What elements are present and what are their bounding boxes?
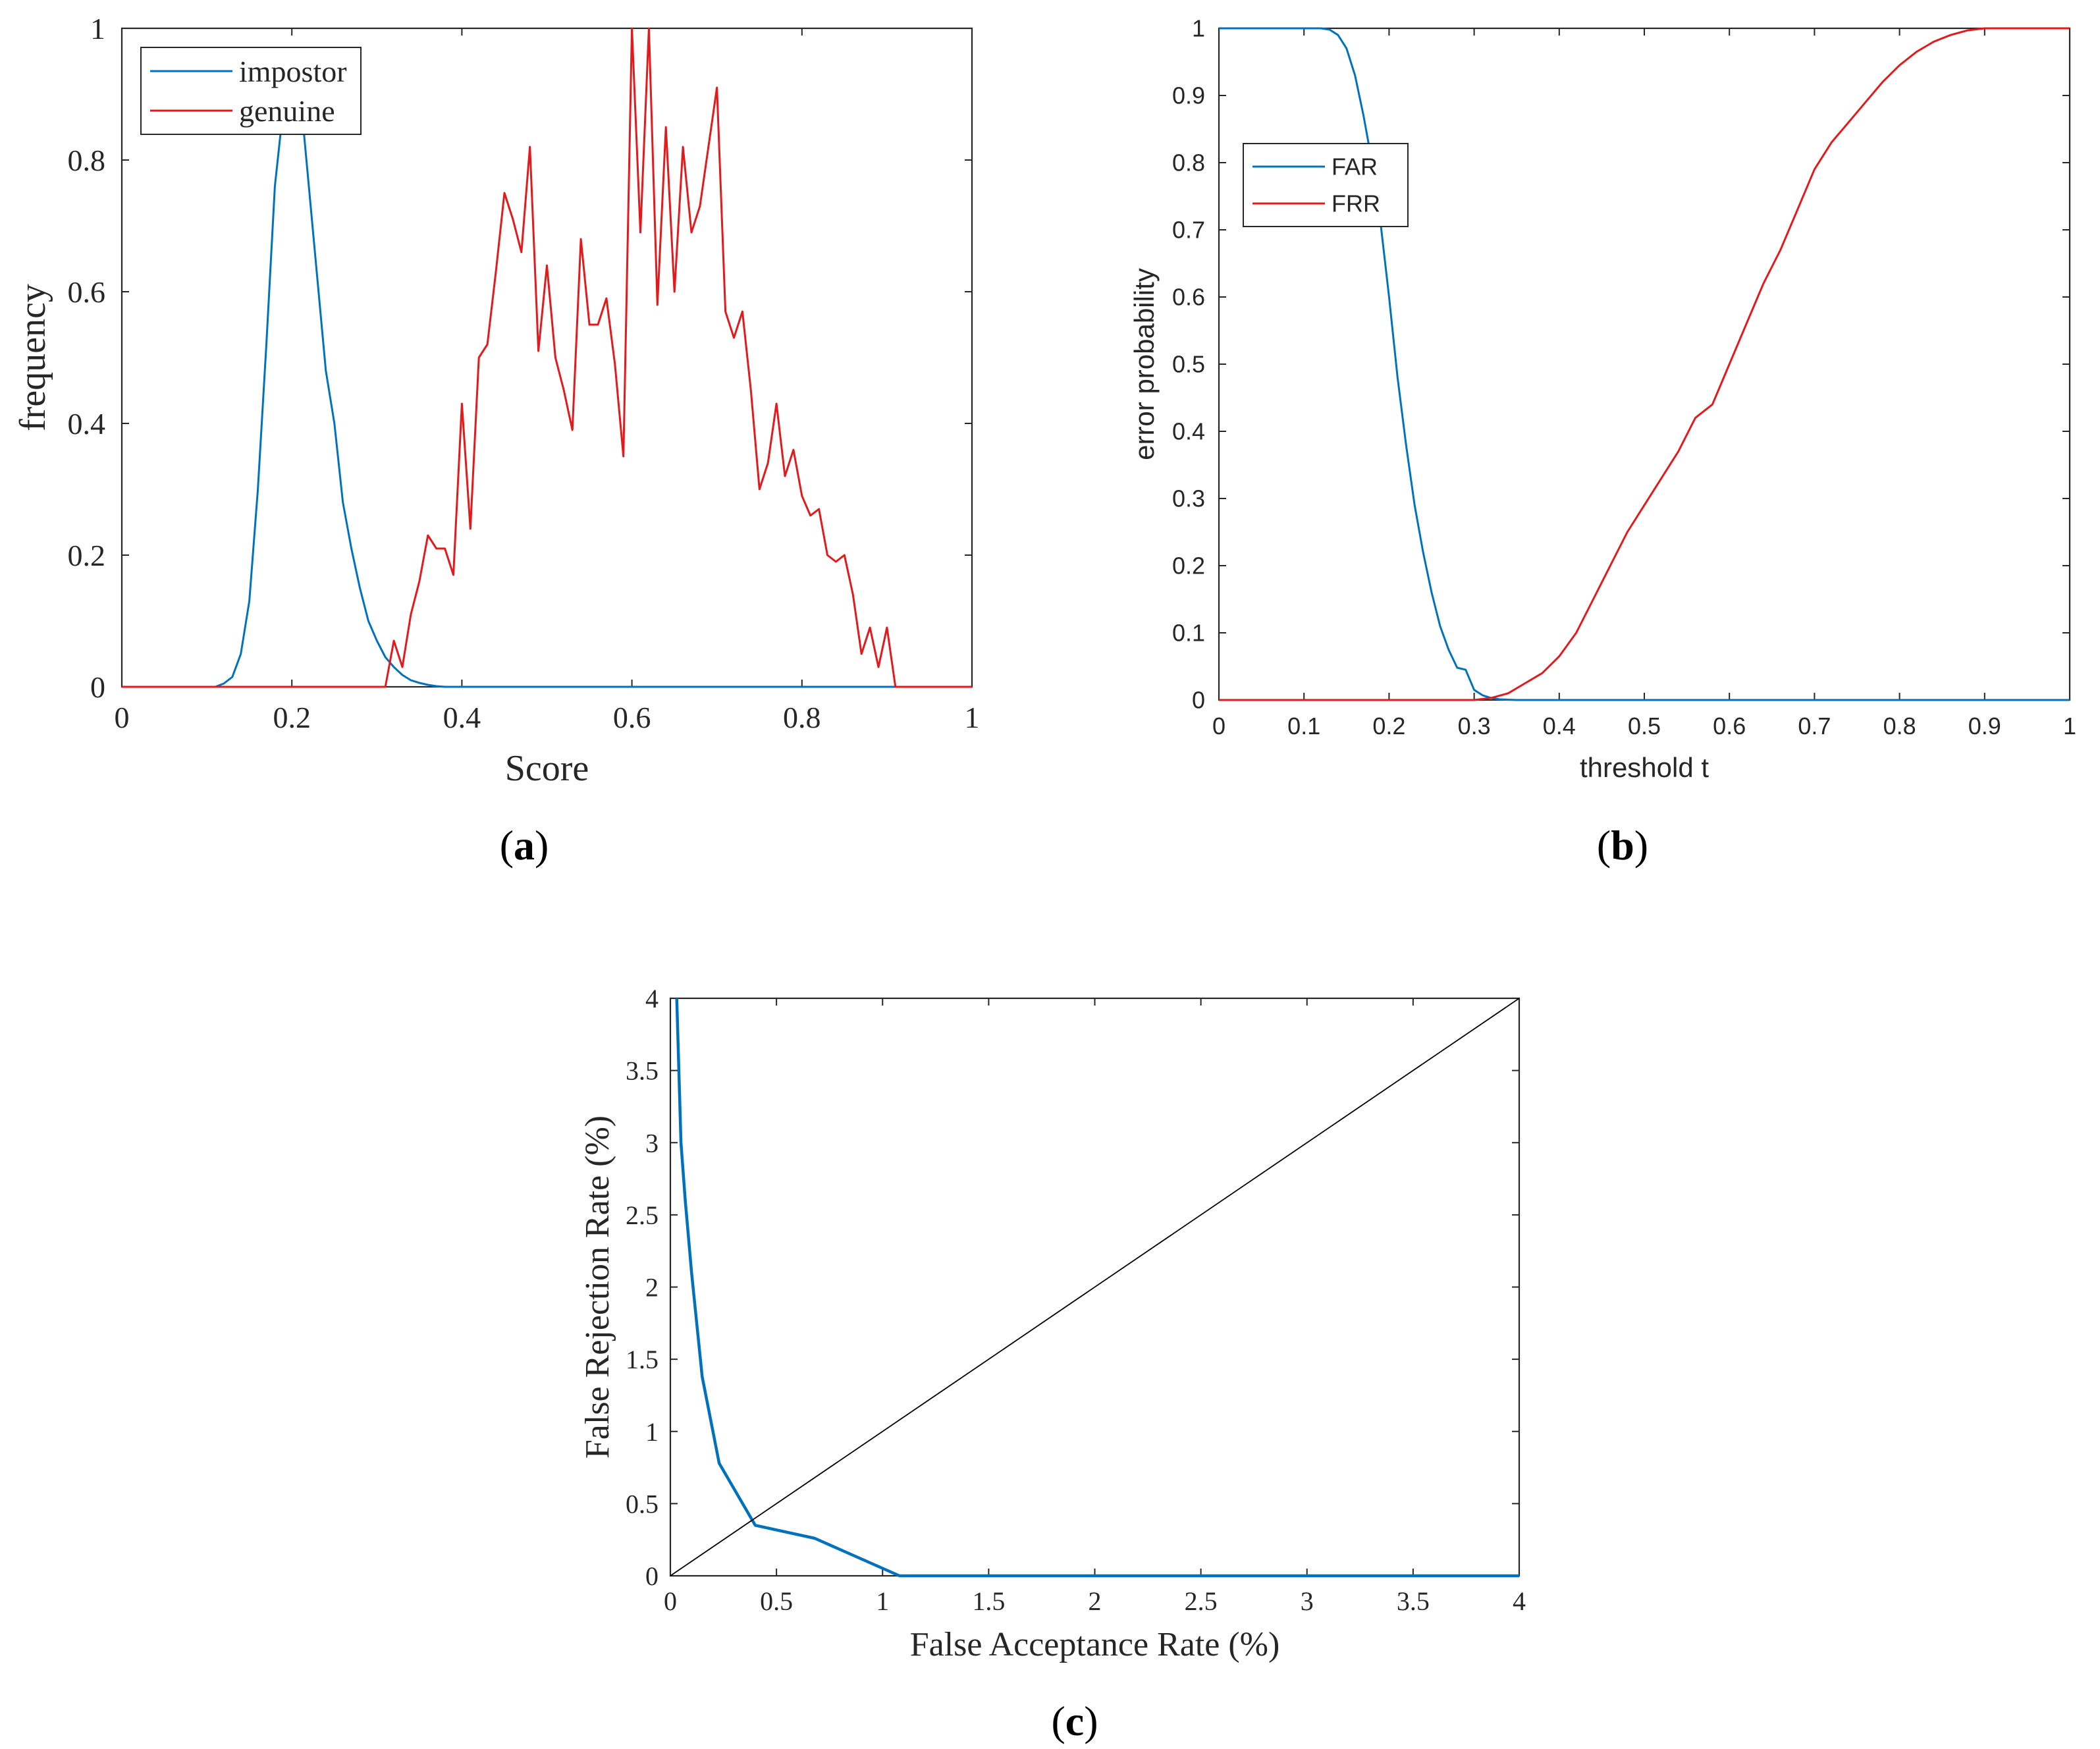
y-tick-label: 0 <box>90 670 105 704</box>
y-tick-label: 2 <box>645 1273 659 1303</box>
x-tick-label: 0.6 <box>613 701 651 734</box>
y-tick-label: 0 <box>1192 687 1205 714</box>
y-tick-label: 0.8 <box>1172 149 1205 176</box>
caption-letter: c <box>1065 1698 1084 1744</box>
x-tick-label: 4 <box>1513 1586 1526 1616</box>
x-tick-label: 2.5 <box>1185 1586 1218 1616</box>
x-tick-label: 0.4 <box>443 701 481 734</box>
x-tick-label: 0.9 <box>1968 713 2001 740</box>
y-tick-label: 0.6 <box>68 275 106 309</box>
panel-caption: (c) <box>1051 1698 1098 1744</box>
legend-label-genuine: genuine <box>239 94 335 128</box>
series-line-impostor <box>122 80 972 688</box>
y-axis-label: False Rejection Rate (%) <box>579 1116 616 1459</box>
x-axis-label: Score <box>505 748 589 789</box>
legend-label-frr: FRR <box>1332 190 1380 217</box>
y-tick-label: 0.6 <box>1172 284 1205 311</box>
x-tick-label: 0.6 <box>1713 713 1746 740</box>
y-tick-label: 1.5 <box>626 1345 659 1374</box>
caption-close-paren: ) <box>1634 822 1648 869</box>
y-tick-label: 3 <box>645 1128 659 1158</box>
x-tick-label: 0.3 <box>1458 713 1491 740</box>
legend-box <box>1243 143 1409 227</box>
legend: FAR FRR <box>1243 143 1409 227</box>
y-axis-label: error probability <box>1129 268 1160 460</box>
x-tick-label: 0.7 <box>1798 713 1831 740</box>
panel-a-score-distribution: 0 0.2 0.4 0.6 0.8 1 0 0.2 0.4 0.6 0.8 1 Score frequen… <box>13 12 980 869</box>
x-tick-label: 0.8 <box>1883 713 1916 740</box>
legend: impostor genuine <box>140 47 362 135</box>
y-tick-label: 0.5 <box>1172 351 1205 378</box>
panel-caption: (a) <box>500 822 549 869</box>
y-tick-label: 0.5 <box>626 1489 659 1519</box>
y-tick-label: 0.3 <box>1172 485 1205 512</box>
x-tick-label: 2 <box>1089 1586 1102 1616</box>
y-tick-label: 2.5 <box>626 1200 659 1230</box>
caption-close-paren: ) <box>1084 1698 1098 1744</box>
caption-open-paren: ( <box>1051 1698 1065 1744</box>
y-tick-label: 0.8 <box>68 144 106 177</box>
y-tick-label: 0.7 <box>1172 217 1205 244</box>
x-axis-label: False Acceptance Rate (%) <box>910 1626 1280 1663</box>
y-tick-label: 0.4 <box>1172 418 1205 445</box>
panel-c-det-curve: 0 0.5 1 1.5 2 2.5 3 3.5 4 0 0.5 1 1.5 2 2.5 3 3.5 4 False … <box>579 984 1526 1744</box>
y-tick-label: 4 <box>645 984 659 1013</box>
x-tick-label: 0.1 <box>1287 713 1320 740</box>
x-tick-label: 0.5 <box>1628 713 1661 740</box>
y-tick-label: 0.9 <box>1172 82 1205 109</box>
x-tick-label: 0.5 <box>760 1586 793 1616</box>
y-tick-label: 1 <box>1192 15 1205 42</box>
y-axis-label: frequency <box>13 284 53 431</box>
series-line-far <box>1219 27 2070 701</box>
y-tick-label: 0 <box>645 1561 659 1591</box>
plot-frame <box>1218 27 2071 701</box>
y-tick-label: 1 <box>645 1417 659 1447</box>
series-line-frr <box>1219 27 2070 701</box>
caption-open-paren: ( <box>500 822 514 869</box>
series-line-det-curve <box>675 998 1519 1578</box>
caption-letter: a <box>514 822 535 869</box>
legend-label-far: FAR <box>1332 153 1378 180</box>
x-tick-label: 0 <box>115 701 130 734</box>
series-line-genuine <box>122 27 972 688</box>
x-tick-label: 0.2 <box>273 701 311 734</box>
x-axis-label: threshold t <box>1580 752 1709 783</box>
x-tick-label: 1.5 <box>972 1586 1005 1616</box>
x-tick-label: 1 <box>965 701 980 734</box>
x-tick-label: 1 <box>2063 713 2076 740</box>
y-tick-label: 1 <box>90 12 105 45</box>
legend-label-impostor: impostor <box>239 55 347 88</box>
x-tick-label: 1 <box>876 1586 889 1616</box>
x-tick-label: 3 <box>1301 1586 1314 1616</box>
series-line-diagonal <box>670 998 1520 1576</box>
y-tick-label: 3.5 <box>626 1056 659 1086</box>
legend-box <box>140 47 362 135</box>
x-tick-label: 0 <box>1212 713 1225 740</box>
y-tick-label: 0.4 <box>68 407 106 441</box>
y-tick-label: 0.1 <box>1172 620 1205 647</box>
x-tick-label: 0.2 <box>1372 713 1405 740</box>
panel-caption: (b) <box>1597 822 1648 869</box>
x-tick-label: 0.4 <box>1543 713 1576 740</box>
caption-letter: b <box>1611 822 1634 869</box>
x-tick-label: 0 <box>664 1586 677 1616</box>
panel-b-error-probability: 0 0.1 0.2 0.3 0.4 0.5 0.6 0.7 0.8 0.9 1 0 0.1 0.2 0.3 0… <box>1129 15 2076 869</box>
y-tick-label: 0.2 <box>68 539 106 572</box>
x-tick-label: 0.8 <box>783 701 821 734</box>
caption-close-paren: ) <box>535 822 549 869</box>
caption-open-paren: ( <box>1597 822 1611 869</box>
x-tick-label: 3.5 <box>1397 1586 1430 1616</box>
y-tick-label: 0.2 <box>1172 552 1205 579</box>
